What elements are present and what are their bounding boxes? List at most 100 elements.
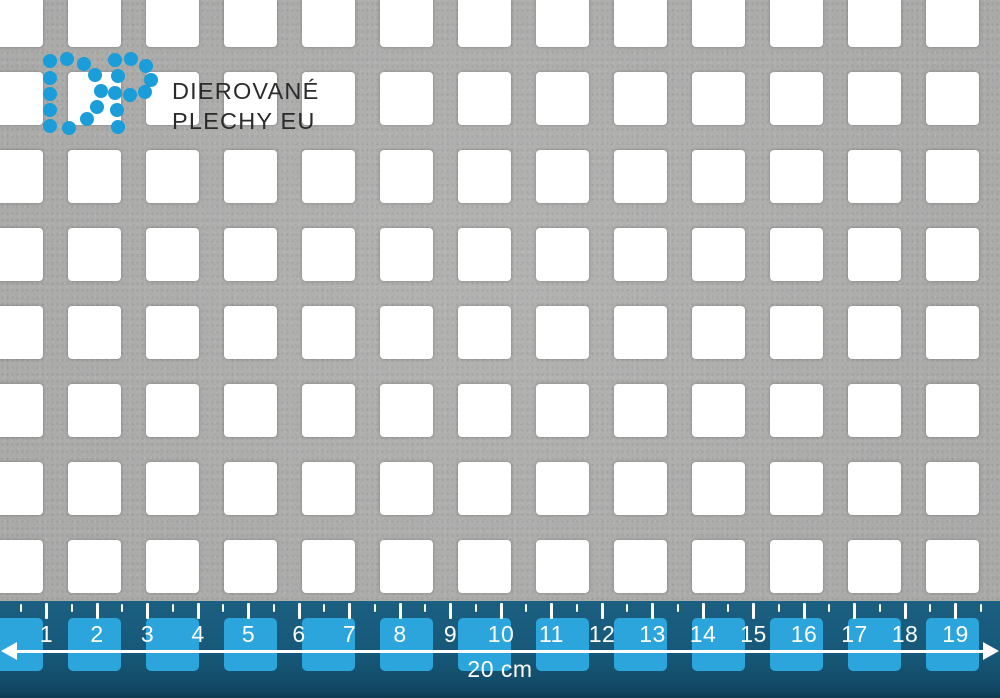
square-hole	[380, 540, 433, 593]
ruler-tick-half	[70, 604, 73, 612]
ruler-tick-cm	[247, 603, 250, 619]
square-hole-tinted	[302, 618, 355, 671]
ruler-tick-half	[626, 604, 629, 612]
square-hole	[224, 0, 277, 47]
square-hole	[0, 0, 43, 47]
ruler-number: 19	[942, 621, 969, 647]
ruler-number: 9	[443, 621, 458, 647]
square-hole	[770, 462, 823, 515]
dimension-line	[10, 650, 990, 653]
ruler-number: 8	[393, 621, 407, 647]
ruler-number: 18	[891, 621, 919, 647]
square-hole	[458, 540, 511, 593]
square-hole	[458, 306, 511, 359]
square-hole	[0, 72, 43, 125]
square-hole	[536, 306, 589, 359]
square-hole	[224, 72, 277, 125]
square-hole	[302, 462, 355, 515]
square-hole	[458, 150, 511, 203]
ruler-tick-half	[121, 604, 124, 612]
square-hole	[0, 540, 43, 593]
ruler-number: 3	[140, 621, 155, 647]
square-hole	[302, 384, 355, 437]
ruler-number: 16	[790, 621, 818, 647]
dp-logo-icon	[43, 52, 158, 135]
square-hole	[146, 0, 199, 47]
ruler-tick-cm	[701, 603, 705, 619]
square-hole	[926, 0, 979, 47]
square-hole	[614, 306, 667, 359]
ruler-tick-half	[171, 604, 174, 612]
square-hole	[692, 540, 745, 593]
square-hole	[68, 384, 121, 437]
square-hole	[536, 150, 589, 203]
square-hole	[458, 228, 511, 281]
square-hole	[848, 384, 901, 437]
ruler-number: 6	[292, 621, 306, 647]
ruler-number: 10	[487, 621, 515, 647]
square-hole	[614, 72, 667, 125]
square-hole	[614, 384, 667, 437]
square-hole	[692, 462, 745, 515]
square-hole	[146, 540, 199, 593]
square-hole	[692, 72, 745, 125]
square-hole	[302, 72, 355, 125]
ruler-number: 1	[39, 621, 54, 647]
ruler-tick-cm	[853, 603, 856, 619]
ruler-tick-cm	[45, 603, 48, 619]
square-hole	[692, 150, 745, 203]
ruler-tick-half	[424, 604, 427, 612]
ruler-number: 2	[90, 621, 104, 647]
ruler-tick-half	[272, 604, 275, 612]
square-hole	[614, 462, 667, 515]
square-hole	[458, 462, 511, 515]
square-hole	[614, 150, 667, 203]
square-hole	[302, 0, 355, 47]
square-hole	[302, 306, 355, 359]
ruler-tick-cm	[651, 603, 654, 619]
brand-line1: DIEROVANÉ	[172, 78, 320, 104]
ruler-number: 17	[841, 621, 868, 647]
ruler-number: 11	[539, 621, 564, 647]
square-hole	[692, 306, 745, 359]
square-hole	[536, 462, 589, 515]
square-hole	[614, 0, 667, 47]
square-hole	[926, 228, 979, 281]
square-hole	[770, 150, 823, 203]
square-hole	[302, 150, 355, 203]
ruler-total-label: 20 cm	[467, 656, 533, 682]
square-hole	[68, 150, 121, 203]
square-hole	[380, 0, 433, 47]
square-hole-tinted	[926, 618, 979, 671]
square-hole	[224, 384, 277, 437]
square-hole	[302, 228, 355, 281]
arrow-right-icon	[983, 642, 999, 660]
square-hole	[770, 540, 823, 593]
ruler-number: 7	[342, 621, 357, 647]
ruler-tick-half	[777, 604, 780, 612]
ruler-tick-half	[878, 604, 881, 612]
square-hole	[224, 306, 277, 359]
ruler-tick-half	[323, 604, 326, 612]
square-hole-tinted	[380, 618, 433, 671]
square-hole	[692, 0, 745, 47]
square-hole	[146, 150, 199, 203]
square-hole-tinted	[770, 618, 823, 671]
square-hole	[0, 228, 43, 281]
square-hole	[848, 540, 901, 593]
ruler-tick-cm	[348, 603, 351, 619]
square-hole	[146, 462, 199, 515]
square-hole	[770, 228, 823, 281]
ruler-number: 15	[740, 621, 767, 647]
square-hole	[380, 72, 433, 125]
ruler-tick-cm	[196, 603, 200, 619]
square-hole	[380, 306, 433, 359]
ruler-tick-half	[525, 604, 528, 612]
square-hole	[380, 384, 433, 437]
square-hole	[926, 384, 979, 437]
square-hole-tinted	[692, 618, 745, 671]
square-hole	[770, 384, 823, 437]
ruler-tick-half	[676, 604, 679, 612]
ruler-tick-half	[20, 604, 23, 612]
ruler-tick-cm	[600, 603, 604, 619]
